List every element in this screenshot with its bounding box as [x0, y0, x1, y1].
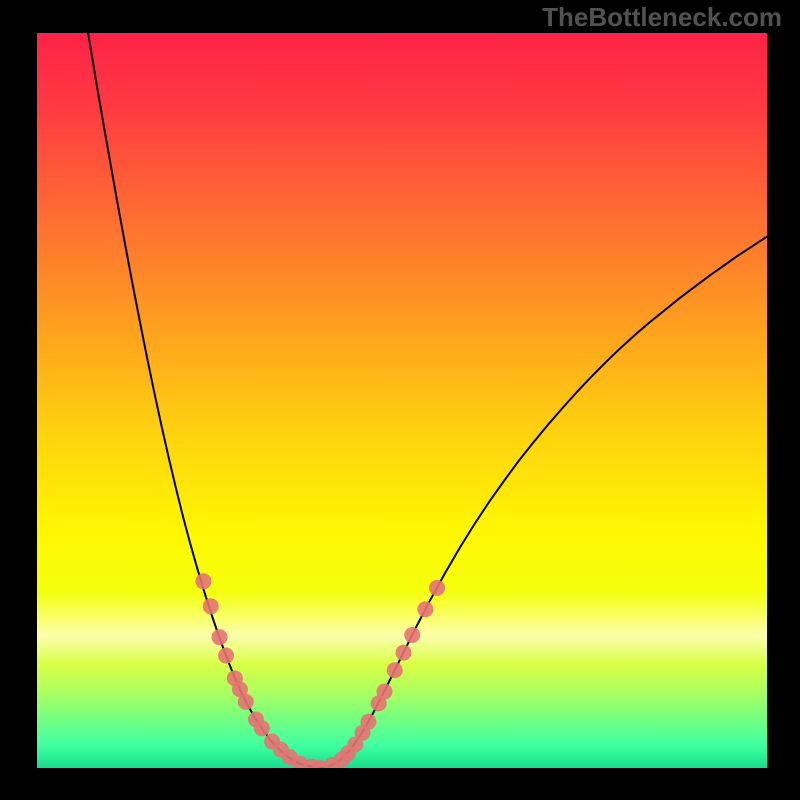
- plot-area: [37, 33, 767, 768]
- curve-overlay: [37, 33, 767, 768]
- marker-point: [417, 601, 433, 617]
- marker-point: [360, 714, 376, 730]
- bottleneck-curve: [88, 33, 767, 768]
- marker-point: [203, 598, 219, 614]
- marker-point: [254, 720, 270, 736]
- marker-point: [429, 580, 445, 596]
- chart-container: TheBottleneck.com: [0, 0, 800, 800]
- watermark-text: TheBottleneck.com: [542, 2, 782, 33]
- marker-point: [218, 648, 234, 664]
- marker-point: [212, 629, 228, 645]
- marker-point: [387, 662, 403, 678]
- marker-point: [376, 684, 392, 700]
- marker-point: [395, 645, 411, 661]
- marker-point: [238, 694, 254, 710]
- marker-point: [195, 573, 211, 589]
- marker-point: [404, 627, 420, 643]
